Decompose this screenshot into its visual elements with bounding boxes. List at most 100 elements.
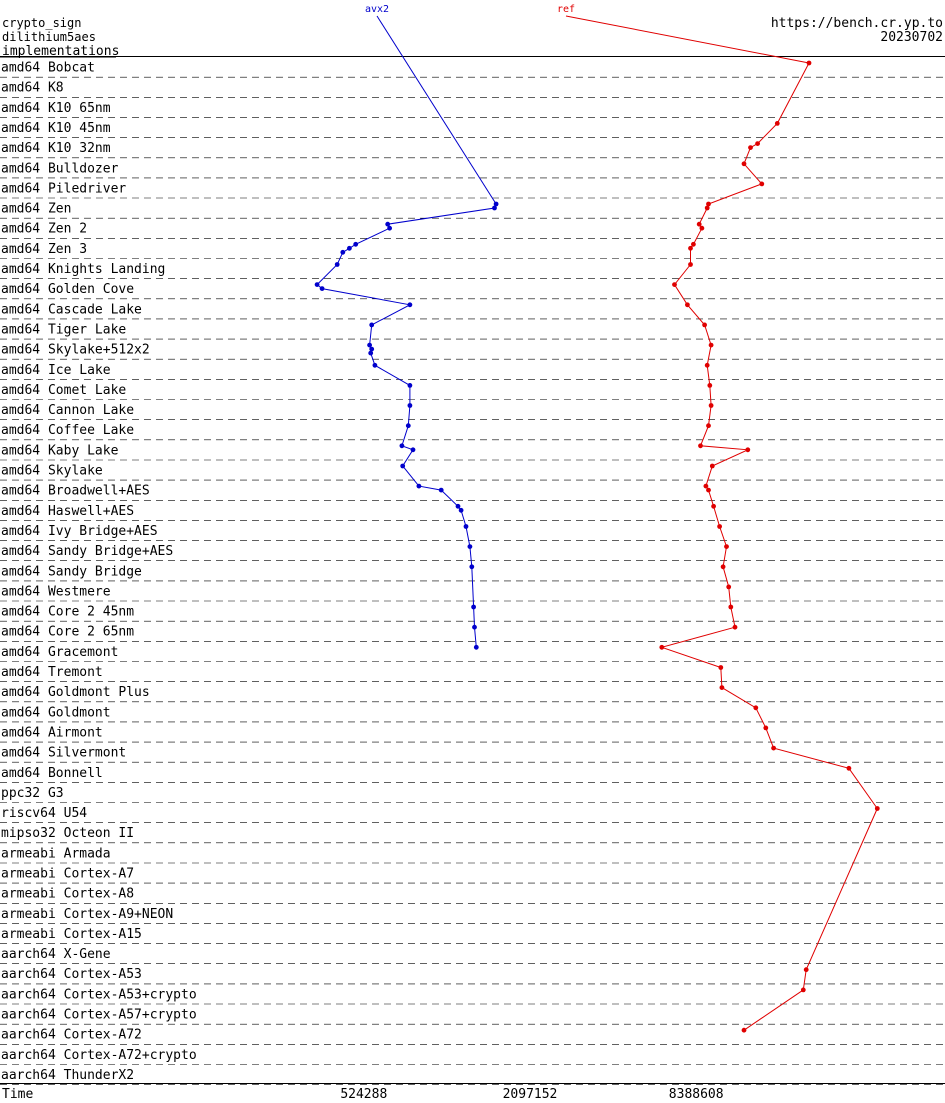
- row-label: amd64 Ivy Bridge+AES: [1, 524, 158, 539]
- data-point-ref: [710, 464, 715, 469]
- data-point-avx2: [411, 447, 416, 452]
- data-point-ref: [709, 403, 714, 408]
- data-point-avx2: [387, 226, 392, 231]
- scheme-label: dilithium5aes: [2, 30, 96, 44]
- data-point-avx2: [408, 383, 413, 388]
- data-point-ref: [704, 484, 709, 489]
- data-point-ref: [688, 262, 693, 267]
- row-label: amd64 K10 45nm: [1, 121, 111, 136]
- data-point-ref: [717, 524, 722, 529]
- data-point-avx2: [464, 524, 469, 529]
- data-point-ref: [707, 383, 712, 388]
- data-point-ref: [753, 705, 758, 710]
- data-point-avx2: [459, 508, 464, 513]
- row-label: amd64 Zen: [1, 202, 71, 217]
- primitive-label: crypto_sign: [2, 16, 81, 30]
- series-line-ref: [662, 63, 878, 1030]
- row-label: armeabi Cortex-A9+NEON: [1, 907, 173, 922]
- data-point-ref: [875, 806, 880, 811]
- row-label: amd64 Sandy Bridge: [1, 564, 142, 579]
- row-label: amd64 Skylake+512x2: [1, 343, 150, 358]
- data-point-ref: [705, 206, 710, 211]
- row-label: ppc32 G3: [1, 786, 64, 801]
- series-name-ref[interactable]: ref: [557, 4, 575, 15]
- row-label: amd64 Silvermont: [1, 746, 126, 761]
- row-label: amd64 K8: [1, 81, 64, 96]
- row-label: aarch64 Cortex-A72: [1, 1028, 142, 1043]
- row-label: amd64 Golden Cove: [1, 282, 134, 297]
- data-point-avx2: [406, 423, 411, 428]
- row-label: amd64 Haswell+AES: [1, 504, 134, 519]
- row-label: aarch64 Cortex-A57+crypto: [1, 1008, 197, 1023]
- data-point-avx2: [400, 464, 405, 469]
- report-date: 20230702: [880, 30, 943, 45]
- data-point-avx2: [369, 347, 374, 352]
- data-point-avx2: [320, 286, 325, 291]
- data-point-ref: [801, 988, 806, 993]
- data-point-ref: [685, 302, 690, 307]
- data-point-ref: [702, 323, 707, 328]
- row-label: amd64 Core 2 65nm: [1, 625, 134, 640]
- row-label: amd64 Gracemont: [1, 645, 118, 660]
- row-label: mipso32 Octeon II: [1, 826, 134, 841]
- row-label: amd64 K10 32nm: [1, 141, 111, 156]
- row-label: aarch64 Cortex-A53: [1, 967, 142, 982]
- row-label: amd64 Comet Lake: [1, 383, 126, 398]
- data-point-ref: [728, 605, 733, 610]
- row-label: armeabi Cortex-A7: [1, 867, 134, 882]
- row-label: amd64 Knights Landing: [1, 262, 165, 277]
- data-point-avx2: [417, 484, 422, 489]
- row-label: amd64 Bobcat: [1, 61, 95, 76]
- data-point-ref: [672, 282, 677, 287]
- row-label: amd64 Westmere: [1, 584, 111, 599]
- data-point-ref: [721, 564, 726, 569]
- row-label: armeabi Cortex-A15: [1, 927, 142, 942]
- data-point-ref: [763, 726, 768, 731]
- x-ticks: 524288 2097152 8388608: [340, 1087, 723, 1102]
- data-point-avx2: [347, 246, 352, 251]
- row-label: aarch64 ThunderX2: [1, 1068, 134, 1083]
- data-point-ref: [775, 121, 780, 126]
- data-point-avx2: [368, 351, 373, 356]
- site-url[interactable]: https://bench.cr.yp.to: [771, 16, 943, 31]
- data-point-ref: [759, 182, 764, 187]
- row-label: amd64 K10 65nm: [1, 101, 111, 116]
- data-point-ref: [659, 645, 664, 650]
- row-label: armeabi Cortex-A8: [1, 887, 134, 902]
- data-point-avx2: [340, 250, 345, 255]
- row-label: amd64 Goldmont Plus: [1, 685, 150, 700]
- row-label: amd64 Tremont: [1, 665, 103, 680]
- data-point-ref: [771, 746, 776, 751]
- series-leader-avx2: [377, 16, 496, 204]
- data-point-ref: [804, 967, 809, 972]
- data-point-avx2: [408, 403, 413, 408]
- data-point-ref: [700, 226, 705, 231]
- data-point-avx2: [439, 488, 444, 493]
- row-label: aarch64 Cortex-A72+crypto: [1, 1048, 197, 1063]
- row-label: armeabi Armada: [1, 846, 111, 861]
- series-name-avx2[interactable]: avx2: [365, 4, 389, 15]
- data-point-ref: [847, 766, 852, 771]
- x-tick-label: 524288: [340, 1087, 387, 1102]
- row-label: riscv64 U54: [1, 806, 87, 821]
- data-point-ref: [745, 447, 750, 452]
- x-tick-label: 8388608: [669, 1087, 724, 1102]
- data-point-ref: [697, 222, 702, 227]
- data-point-ref: [742, 1028, 747, 1033]
- x-tick-label: 2097152: [503, 1087, 558, 1102]
- data-point-avx2: [469, 564, 474, 569]
- row-label: amd64 Cannon Lake: [1, 403, 134, 418]
- x-axis-label: Time: [2, 1087, 33, 1102]
- row-label: amd64 Broadwell+AES: [1, 484, 150, 499]
- data-point-avx2: [472, 625, 477, 630]
- row-label: aarch64 Cortex-A53+crypto: [1, 987, 197, 1002]
- data-point-ref: [748, 145, 753, 150]
- data-point-avx2: [400, 443, 405, 448]
- row-label: amd64 Tiger Lake: [1, 322, 126, 337]
- data-point-avx2: [373, 363, 378, 368]
- row-label: amd64 Goldmont: [1, 705, 111, 720]
- series-labels: avx2 ref: [365, 4, 809, 204]
- data-point-ref: [711, 504, 716, 509]
- row-label: amd64 Bulldozer: [1, 161, 119, 176]
